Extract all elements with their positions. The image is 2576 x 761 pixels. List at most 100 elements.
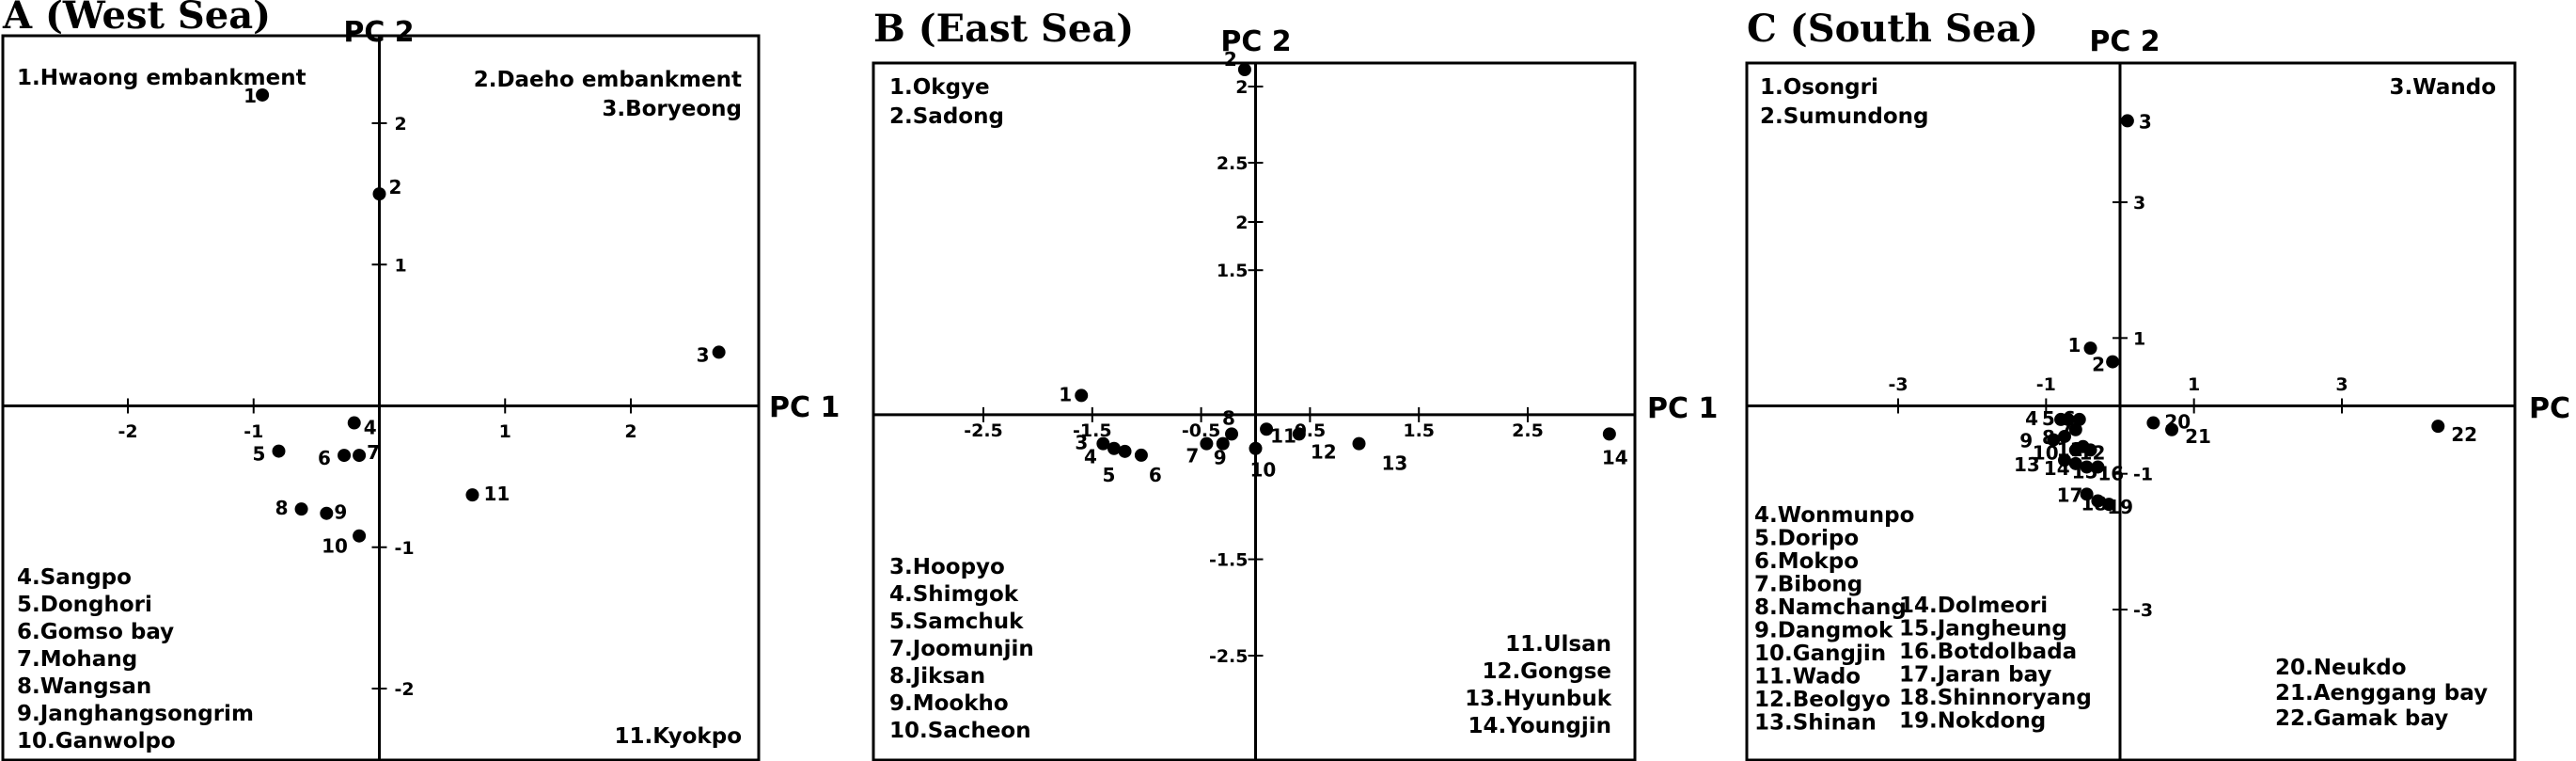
data-point [353, 449, 367, 463]
data-point [1260, 422, 1274, 436]
data-point [2061, 412, 2075, 426]
chart-title: B (East Sea) [873, 7, 1134, 51]
y-tick-label: -2 [395, 679, 415, 700]
plot-frame [1745, 61, 2517, 761]
point-label: 10 [322, 535, 348, 558]
site-legend-entry: 5.Doripo [1754, 527, 1859, 551]
x-tick-label: -1 [243, 421, 263, 442]
x-tick-label: 3 [2335, 374, 2348, 395]
site-legend-entry: 18.Shinnoryang [1899, 686, 2092, 710]
site-legend-entry: 7.Joomunjin [889, 637, 1034, 661]
point-label: 4 [2025, 407, 2038, 430]
point-label: 11 [1270, 424, 1296, 447]
y-tick-label: -3 [2133, 600, 2153, 621]
chart-panel-3: C (South Sea)PC 2PC 1-3-11331-1-31234567… [1745, 7, 2576, 761]
site-legend-entry: 6.Gomso bay [17, 620, 174, 644]
y-tick-label: 2.5 [1217, 153, 1249, 174]
chart-title: A (West Sea) [2, 0, 271, 38]
point-label: 2 [389, 176, 402, 198]
data-point [2102, 498, 2116, 512]
point-label: 3 [1075, 432, 1088, 454]
data-point [1118, 444, 1132, 458]
site-legend-entry: 15.Jangheung [1899, 617, 2067, 642]
site-legend-entry: 19.Nokdong [1899, 709, 2046, 734]
point-label: 19 [2107, 496, 2133, 518]
site-legend-entry: 3.Boryeong [602, 97, 742, 121]
y-tick-label: -1 [395, 538, 415, 559]
point-label: 14 [2044, 457, 2070, 480]
point-label: 4 [364, 417, 377, 439]
site-legend-entry: 11.Wado [1754, 665, 1861, 690]
x-tick-label: 1 [499, 421, 511, 442]
y-tick-label: 3 [2133, 193, 2145, 214]
y-tick-label: 1 [395, 255, 407, 276]
data-point [1237, 63, 1251, 76]
data-point [2120, 114, 2134, 128]
y-tick-label: -2.5 [1209, 646, 1249, 667]
chart-title: C (South Sea) [1747, 7, 2038, 51]
y-axis-label: PC 2 [1220, 25, 1291, 58]
chart-panel-1: A (West Sea) PC 2 PC 1 -2 -1 1 2 2 1 -1 -2 1 2 3 4 5 6 7 8… [1, 0, 840, 761]
site-legend-entry: 8.Jiksan [889, 664, 985, 689]
x-axis-label: PC 1 [2529, 392, 2576, 425]
point-label: 9 [1214, 447, 1227, 469]
site-legend-entry: 7.Mohang [17, 647, 137, 672]
site-legend-entry: 7.Bibong [1754, 573, 1862, 597]
point-label: 16 [2097, 462, 2124, 484]
site-legend-entry: 14.Dolmeori [1899, 594, 2048, 618]
site-legend-entry: 2.Sadong [889, 104, 1004, 129]
site-legend-entry: 5.Samchuk [889, 610, 1024, 634]
site-legend-entry: 12.Gongse [1482, 659, 1611, 684]
point-label: 10 [1250, 459, 1277, 482]
data-point [1216, 436, 1230, 451]
point-label: 1 [2068, 334, 2081, 357]
point-label: 2 [1224, 48, 1237, 71]
site-legend-entry: 20.Neukdo [2275, 656, 2407, 680]
point-label: 13 [2014, 453, 2040, 476]
site-legend-entry: 13.Hyunbuk [1465, 687, 1612, 711]
point-label: 1 [1059, 383, 1072, 405]
data-point [2146, 416, 2160, 430]
y-tick-label: 2 [395, 114, 407, 135]
y-tick-label: 1.5 [1217, 261, 1249, 281]
site-legend-entry: 22.Gamak bay [2275, 706, 2448, 731]
point-label: 22 [2451, 423, 2477, 446]
point-label: 8 [275, 497, 289, 519]
point-label: 10 [2033, 441, 2059, 464]
y-axis-label: PC 2 [343, 16, 414, 49]
x-tick-label: 2.5 [1512, 420, 1544, 441]
x-axis-label: PC 1 [1647, 392, 1718, 425]
site-legend-entry: 11.Kyokpo [615, 724, 742, 749]
site-legend-entry: 2.Sumundong [1760, 104, 1929, 129]
data-point [1292, 427, 1306, 441]
point-label: 12 [1311, 440, 1337, 463]
site-legend-entry: 1.Okgye [889, 75, 990, 100]
data-point [320, 506, 334, 520]
site-legend-entry: 8.Namchang [1754, 595, 1907, 620]
site-legend-entry: 8.Wangsan [17, 674, 151, 699]
data-point [2165, 422, 2179, 436]
site-legend-entry: 4.Shimgok [889, 582, 1019, 607]
site-legend-entry: 14.Youngjin [1469, 714, 1611, 738]
point-label: 12 [2080, 441, 2106, 464]
data-point [2068, 456, 2082, 470]
data-point [2083, 341, 2097, 356]
data-point [1602, 427, 1616, 441]
data-point [2106, 355, 2120, 369]
site-legend-entry: 6.Mokpo [1754, 549, 1859, 574]
y-tick-label: -1.5 [1209, 550, 1249, 571]
y-tick-label: 2 [1235, 213, 1248, 233]
x-tick-label: -2 [118, 421, 137, 442]
site-legend-entry: 10.Sacheon [889, 719, 1031, 743]
site-legend-entry: 16.Botdolbada [1899, 640, 2077, 664]
point-label: 9 [334, 501, 347, 524]
point-label: 11 [483, 483, 510, 505]
data-point [2083, 443, 2097, 457]
point-label: 17 [2057, 484, 2083, 506]
site-legend-entry: 10.Ganwolpo [17, 729, 176, 753]
data-point [1352, 436, 1366, 451]
y-tick-label: -1 [2133, 465, 2153, 485]
point-label: 14 [1602, 446, 1628, 468]
site-legend-entry: 3.Hoopyo [889, 555, 1005, 579]
